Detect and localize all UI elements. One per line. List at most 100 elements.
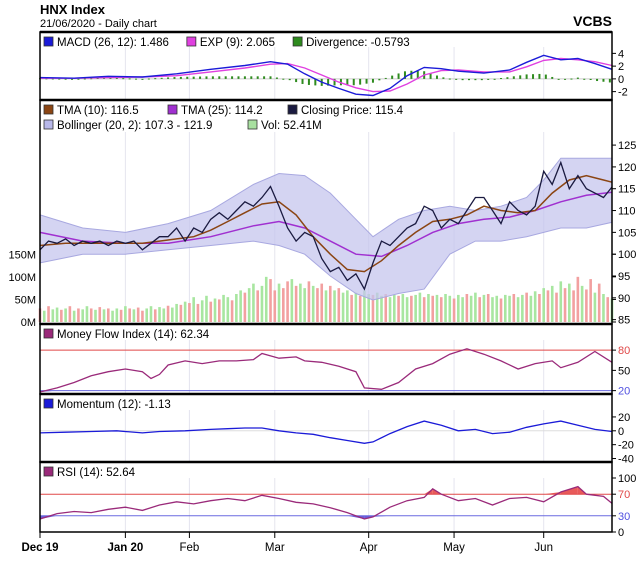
volume-bar <box>448 295 452 322</box>
volume-bar <box>299 283 302 322</box>
macd-divergence-bar <box>250 76 253 79</box>
y-tick-label-price-1: 120 <box>618 162 636 174</box>
volume-bar <box>209 301 213 322</box>
y-tick-label-rsi-0: 100 <box>618 473 636 485</box>
volume-bar <box>410 295 413 322</box>
volume-bar <box>491 297 494 322</box>
volume-bar <box>141 310 144 322</box>
macd-divergence-bar <box>83 78 86 80</box>
volume-bar <box>226 297 230 322</box>
y-tick-label-volume-3: 0M <box>21 317 36 329</box>
volume-bar <box>324 290 328 322</box>
rsi-overbought-fill <box>543 492 561 495</box>
macd-divergence-bar <box>192 76 195 79</box>
volume-bar <box>606 297 610 322</box>
volume-bar <box>478 297 481 322</box>
y-tick-label-price-7: 90 <box>618 293 630 305</box>
volume-bar <box>124 306 127 322</box>
macd-divergence-bar <box>231 76 234 79</box>
macd-divergence-bar <box>211 76 214 79</box>
macd-divergence-bar <box>468 78 470 81</box>
macd-divergence-bar <box>557 78 560 80</box>
macd-divergence-bar <box>493 78 496 80</box>
macd-divergence-bar <box>448 78 451 80</box>
y-tick-label-rsi-3: 0 <box>618 527 624 539</box>
volume-bar <box>538 294 541 322</box>
volume-bar <box>418 292 422 322</box>
macd-divergence-bar <box>512 76 515 79</box>
y-tick-label-momentum-1: 0 <box>618 426 624 438</box>
volume-bar <box>175 303 178 322</box>
volume-bar <box>282 288 285 322</box>
volume-bar <box>401 294 405 322</box>
macd-divergence-bar <box>51 78 54 80</box>
mfi-panel-bg <box>40 324 612 394</box>
macd-divergence-bar <box>218 76 221 79</box>
y-tick-label-rsi-2: 30 <box>618 511 630 523</box>
volume-bar <box>576 276 580 322</box>
macd-divergence-bar <box>435 75 438 79</box>
macd-divergence-bar <box>269 76 272 79</box>
y-tick-label-volume-1: 100M <box>8 272 36 284</box>
macd-divergence-bar <box>410 70 413 79</box>
macd-divergence-bar <box>608 78 611 83</box>
volume-bar <box>132 309 136 322</box>
momentum-line <box>39 420 613 444</box>
macd-divergence-bar <box>455 78 458 80</box>
volume-bar <box>474 292 477 322</box>
volume-bar <box>264 276 268 322</box>
rsi-line <box>39 485 613 520</box>
y-tick-label-rsi-1: 70 <box>618 489 630 501</box>
volume-bar <box>85 306 89 322</box>
legend-label-price-0: TMA (10): 116.5 <box>57 105 139 117</box>
macd-divergence-bar <box>378 78 381 81</box>
volume-bar <box>328 285 332 322</box>
volume-bar <box>77 308 80 322</box>
rsi-oversold-fill <box>40 515 58 520</box>
volume-bar <box>546 290 550 322</box>
legend-label-macd-0: MACD (26, 12): 1.486 <box>57 37 169 49</box>
volume-bar <box>358 295 362 322</box>
volume-bar <box>427 294 430 322</box>
volume-bar <box>465 294 469 322</box>
volume-bar <box>580 285 584 322</box>
macd-divergence-bar <box>58 78 61 80</box>
volume-bar <box>205 295 208 322</box>
legend-label-macd-1: EXP (9): 2.065 <box>200 37 275 49</box>
volume-bar <box>457 294 460 322</box>
volume-bar <box>166 305 170 322</box>
volume-bar <box>542 288 546 322</box>
volume-bar <box>320 283 324 322</box>
volume-bar <box>461 297 464 322</box>
macd-divergence-bar <box>570 78 573 80</box>
volume-bar <box>188 303 191 322</box>
volume-bar <box>290 279 294 322</box>
macd-divergence-bar <box>416 70 419 79</box>
macd-divergence-bar <box>141 78 144 80</box>
volume-bar <box>444 294 447 322</box>
volume-bar <box>589 279 592 322</box>
macd-divergence-bar <box>256 76 259 79</box>
volume-bar <box>341 292 345 322</box>
volume-bar <box>149 306 153 322</box>
macd-divergence-bar <box>154 78 157 80</box>
y-tick-label-macd-1: 2 <box>618 61 624 73</box>
macd-divergence-bar <box>532 74 535 79</box>
macd-divergence-bar <box>480 78 483 81</box>
momentum-panel-bg <box>40 394 612 462</box>
volume-bar <box>260 285 264 322</box>
volume-bar <box>269 279 272 322</box>
macd-divergence-bar <box>583 78 586 80</box>
macd-divergence-bar <box>237 76 240 79</box>
volume-bar <box>525 292 528 322</box>
volume-bar <box>482 294 486 322</box>
y-tick-label-mfi-0: 80 <box>618 345 630 357</box>
volume-bar <box>559 281 563 322</box>
macd-divergence-bar <box>263 76 266 79</box>
volume-bar <box>316 288 319 322</box>
volume-bar <box>98 307 102 322</box>
x-tick-label-4: Apr <box>360 542 378 554</box>
brand-logo: VCBS <box>573 13 612 29</box>
volume-bar <box>183 301 187 322</box>
volume-bar <box>222 294 225 322</box>
